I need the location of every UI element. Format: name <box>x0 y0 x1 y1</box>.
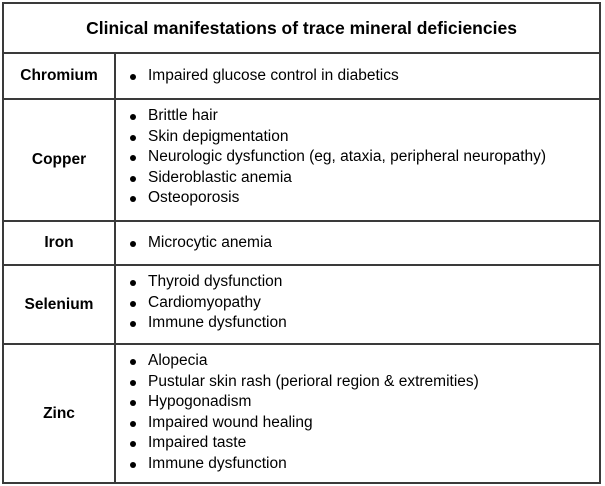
table-row-iron: Iron Microcytic anemia <box>4 222 599 266</box>
list-item: Skin depigmentation <box>116 127 599 148</box>
list-item: Impaired glucose control in diabetics <box>116 66 599 87</box>
list-item: Cardiomyopathy <box>116 293 599 314</box>
mineral-name: Selenium <box>4 266 116 343</box>
table-row-zinc: Zinc Alopecia Pustular skin rash (perior… <box>4 345 599 482</box>
list-item: Impaired wound healing <box>116 413 599 434</box>
manifestation-list: Thyroid dysfunction Cardiomyopathy Immun… <box>116 266 599 343</box>
manifestation-list: Alopecia Pustular skin rash (perioral re… <box>116 345 599 482</box>
list-item: Hypogonadism <box>116 392 599 413</box>
list-item: Immune dysfunction <box>116 454 599 475</box>
manifestation-list: Brittle hair Skin depigmentation Neurolo… <box>116 100 599 220</box>
list-item: Brittle hair <box>116 106 599 127</box>
table-row-chromium: Chromium Impaired glucose control in dia… <box>4 54 599 100</box>
list-item: Impaired taste <box>116 433 599 454</box>
list-item: Thyroid dysfunction <box>116 272 599 293</box>
mineral-name: Chromium <box>4 54 116 98</box>
list-item: Sideroblastic anemia <box>116 168 599 189</box>
manifestation-list: Microcytic anemia <box>116 222 599 264</box>
list-item: Pustular skin rash (perioral region & ex… <box>116 372 599 393</box>
list-item: Microcytic anemia <box>116 233 599 254</box>
table-title: Clinical manifestations of trace mineral… <box>4 4 599 54</box>
list-item: Immune dysfunction <box>116 313 599 334</box>
mineral-name: Zinc <box>4 345 116 482</box>
list-item: Alopecia <box>116 351 599 372</box>
table-row-copper: Copper Brittle hair Skin depigmentation … <box>4 100 599 222</box>
table-row-selenium: Selenium Thyroid dysfunction Cardiomyopa… <box>4 266 599 345</box>
mineral-name: Iron <box>4 222 116 264</box>
list-item: Osteoporosis <box>116 188 599 209</box>
manifestation-list: Impaired glucose control in diabetics <box>116 54 599 98</box>
mineral-name: Copper <box>4 100 116 220</box>
list-item: Neurologic dysfunction (eg, ataxia, peri… <box>116 147 599 168</box>
